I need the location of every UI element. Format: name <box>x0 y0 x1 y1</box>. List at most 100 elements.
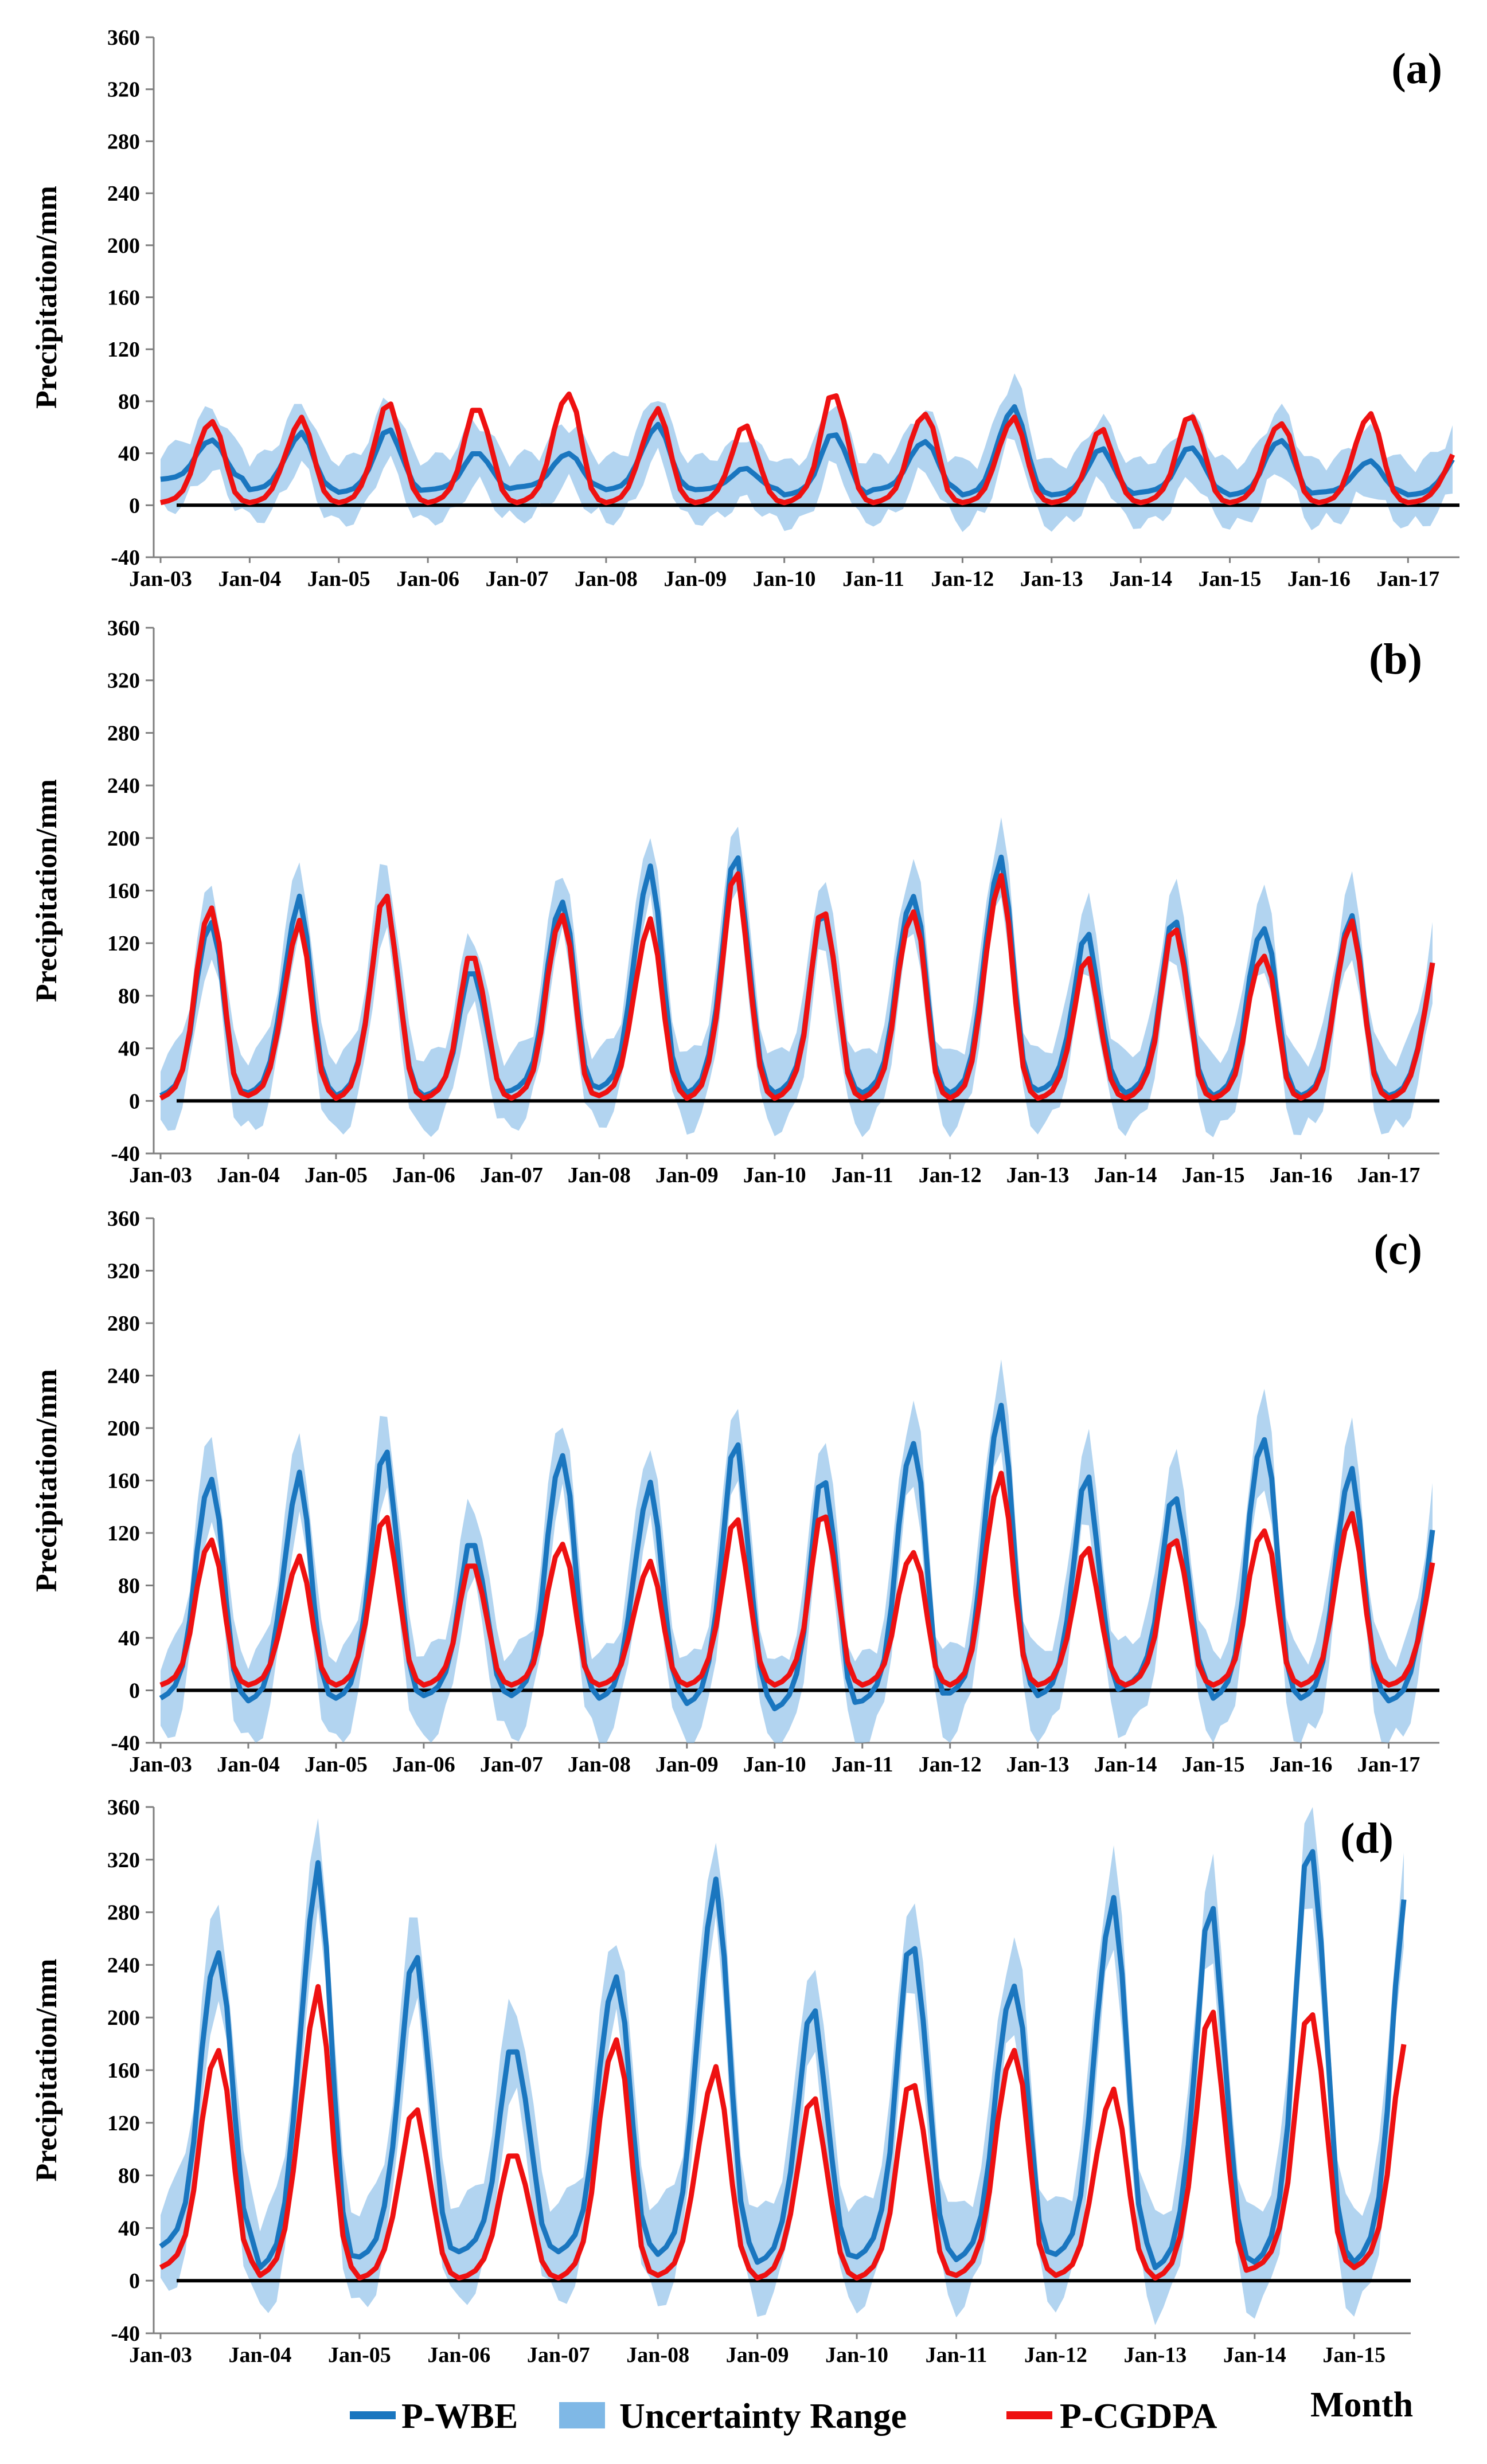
x-tick-label: Jan-13 <box>1006 1753 1070 1777</box>
y-tick-label: 200 <box>107 827 140 851</box>
x-tick-label: Jan-04 <box>218 567 281 591</box>
y-tick-label: 360 <box>107 1796 140 1820</box>
x-tick-label: Jan-17 <box>1376 567 1439 591</box>
x-tick-label: Jan-10 <box>743 1753 806 1777</box>
y-tick-label: 160 <box>107 879 140 904</box>
p-cgdpa-line <box>159 1984 1407 2281</box>
x-tick-label: Jan-15 <box>1199 567 1262 591</box>
chart-panel-4: -40 0 40 80 120 160 200 240 280 320 360 Precipitati… <box>30 1796 1411 2367</box>
x-tick-label: Jan-14 <box>1223 2343 1286 2367</box>
p-wbe-line <box>159 1849 1407 2270</box>
y-tick-label: 0 <box>129 1089 140 1113</box>
x-tick-label: Jan-14 <box>1109 567 1172 591</box>
x-tick-label: Jan-15 <box>1322 2343 1385 2367</box>
y-tick-label: -40 <box>111 1731 140 1755</box>
x-tick-label: Jan-08 <box>575 567 638 591</box>
y-axis-title: Precipitation/mm <box>30 1959 63 2182</box>
y-tick-label: 320 <box>107 1260 140 1284</box>
y-tick-label: -40 <box>111 1142 140 1166</box>
legend: P-WBE Uncertainty Range P-CGDPA Month <box>350 2385 1413 2436</box>
y-tick-label: 0 <box>129 1679 140 1703</box>
y-tick-label: 0 <box>129 2269 140 2293</box>
y-tick-label: -40 <box>111 546 140 570</box>
panel-label: (c) <box>1374 1226 1422 1274</box>
x-tick-label: Jan-09 <box>655 1163 719 1187</box>
y-tick-label: 80 <box>118 390 140 414</box>
y-tick-label: 120 <box>107 932 140 956</box>
x-tick-label: Jan-08 <box>626 2343 689 2367</box>
x-tick-label: Jan-14 <box>1094 1163 1157 1187</box>
y-axis-title: Precipitation/mm <box>30 186 63 409</box>
y-axis-title: Precipitation/mm <box>30 1369 63 1592</box>
y-tick-label: 40 <box>118 442 140 466</box>
y-tick-label: 320 <box>107 1848 140 1872</box>
y-tick-label: 200 <box>107 234 140 258</box>
y-tick-label: 280 <box>107 1312 140 1336</box>
x-tick-label: Jan-12 <box>1024 2343 1087 2367</box>
x-tick-label: Jan-05 <box>305 1163 368 1187</box>
y-tick-label: 120 <box>107 338 140 362</box>
x-tick-label: Jan-10 <box>753 567 816 591</box>
p-cgdpa-line <box>159 871 1435 1101</box>
x-tick-label: Jan-16 <box>1287 567 1351 591</box>
x-tick-label: Jan-06 <box>392 1163 455 1187</box>
y-tick-label: 160 <box>107 286 140 310</box>
y-tick-label: 40 <box>118 2216 140 2240</box>
y-tick-label: 160 <box>107 2059 140 2083</box>
x-tick-label: Jan-05 <box>307 567 370 591</box>
x-tick-label: Jan-04 <box>217 1753 280 1777</box>
legend-range-label: Uncertainty Range <box>619 2397 907 2436</box>
x-tick-label: Jan-07 <box>486 567 549 591</box>
y-tick-label: 200 <box>107 1417 140 1441</box>
x-axis-title: Month <box>1310 2385 1413 2424</box>
x-tick-label: Jan-11 <box>832 1163 893 1187</box>
x-tick-label: Jan-15 <box>1182 1163 1245 1187</box>
x-tick-label: Jan-04 <box>229 2343 292 2367</box>
chart-panel-1: -40 0 40 80 120 160 200 240 280 320 360 Precipitati… <box>30 26 1459 591</box>
x-tick-label: Jan-09 <box>726 2343 789 2367</box>
x-tick-label: Jan-06 <box>427 2343 490 2367</box>
x-tick-label: Jan-16 <box>1270 1753 1333 1777</box>
x-tick-label: Jan-13 <box>1020 567 1083 591</box>
x-tick-label: Jan-08 <box>568 1753 631 1777</box>
y-tick-label: 120 <box>107 2111 140 2136</box>
x-tick-label: Jan-07 <box>527 2343 590 2367</box>
x-tick-label: Jan-03 <box>129 1753 192 1777</box>
x-tick-label: Jan-12 <box>931 567 994 591</box>
x-tick-label: Jan-12 <box>919 1163 982 1187</box>
x-tick-label: Jan-11 <box>832 1753 893 1777</box>
y-tick-label: 360 <box>107 616 140 640</box>
panels: -40 0 40 80 120 160 200 240 280 320 360 Precipitati… <box>30 26 1459 2367</box>
y-tick-label: 360 <box>107 26 140 50</box>
x-tick-label: Jan-13 <box>1124 2343 1187 2367</box>
x-tick-label: Jan-03 <box>129 2343 192 2367</box>
y-tick-label: 0 <box>129 494 140 518</box>
y-tick-label: 120 <box>107 1522 140 1546</box>
x-tick-label: Jan-07 <box>480 1753 543 1777</box>
chart-panel-3: -40 0 40 80 120 160 200 240 280 320 360 Precipitati… <box>30 1207 1439 1777</box>
x-tick-label: Jan-06 <box>396 567 459 591</box>
x-tick-label: Jan-09 <box>655 1753 719 1777</box>
chart-panel-2: -40 0 40 80 120 160 200 240 280 320 360 Precipitati… <box>30 616 1439 1187</box>
x-tick-label: Jan-04 <box>217 1163 280 1187</box>
x-tick-label: Jan-10 <box>743 1163 806 1187</box>
p-cgdpa-line <box>159 391 1455 506</box>
x-tick-label: Jan-17 <box>1357 1163 1420 1187</box>
x-tick-label: Jan-09 <box>664 567 727 591</box>
y-axis-title: Precipitation/mm <box>30 779 63 1002</box>
legend-cgdpa-label: P-CGDPA <box>1060 2397 1217 2436</box>
x-tick-label: Jan-14 <box>1094 1753 1157 1777</box>
y-tick-label: 360 <box>107 1207 140 1231</box>
x-tick-label: Jan-08 <box>568 1163 631 1187</box>
x-tick-label: Jan-06 <box>392 1753 455 1777</box>
y-tick-label: 320 <box>107 78 140 102</box>
panel-label: (d) <box>1340 1814 1394 1863</box>
y-tick-label: -40 <box>111 2322 140 2346</box>
x-tick-label: Jan-11 <box>842 567 904 591</box>
x-tick-label: Jan-15 <box>1182 1753 1245 1777</box>
y-tick-label: 80 <box>118 2164 140 2188</box>
x-tick-label: Jan-16 <box>1270 1163 1333 1187</box>
y-tick-label: 280 <box>107 130 140 154</box>
x-tick-label: Jan-12 <box>919 1753 982 1777</box>
